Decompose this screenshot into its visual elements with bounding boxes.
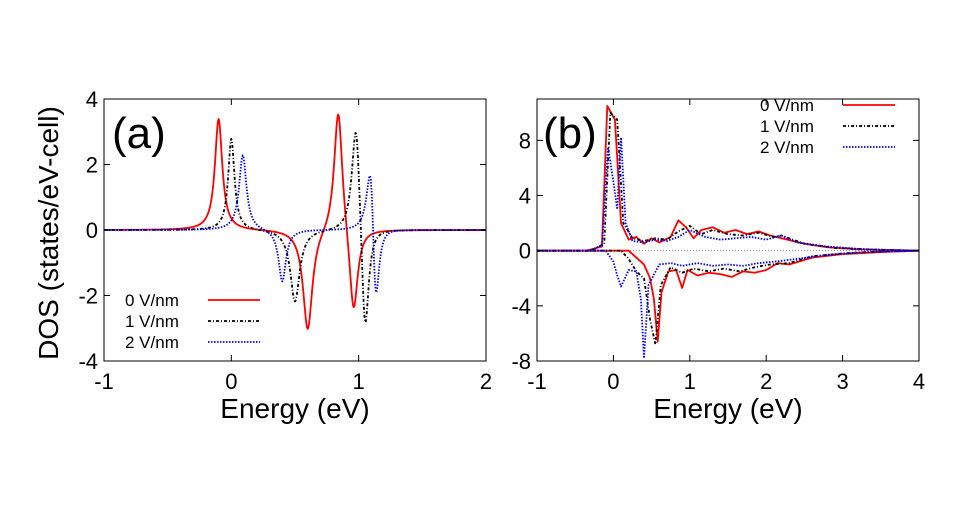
panel-b-y-tick-label: -4 (511, 294, 531, 319)
panel-b-chart: -1 0 1 2 3 4 -8 -4 0 4 8 (b) Energy (eV) 0 V/nm 1 V… (511, 96, 925, 424)
panel-b-x-axis-label: Energy (eV) (653, 393, 802, 424)
panel-b-series-2-down-line (537, 249, 920, 360)
panel-b-series-0-down-line (537, 249, 920, 343)
panel-b-legend-label: 1 V/nm (760, 117, 814, 136)
panel-b-x-tick-label: 1 (684, 369, 696, 394)
panel-b-series-1-up-line (537, 111, 920, 252)
panel-a-x-axis-label: Energy (eV) (220, 393, 369, 424)
panel-b-x-tick-label: 4 (913, 369, 925, 394)
panel-b-y-tick-label: 8 (519, 128, 531, 153)
panel-a-y-tick-label: -4 (78, 349, 98, 374)
panel-a-x-tick-label: 0 (225, 369, 237, 394)
panel-b-y-tick-label: -8 (511, 349, 531, 374)
panel-a-curves (103, 113, 487, 330)
panel-b-ticks: -1 0 1 2 3 4 -8 -4 0 4 8 (511, 99, 925, 394)
panel-b-x-tick-label: -1 (527, 369, 547, 394)
panel-b-y-tick-label: 0 (519, 239, 531, 264)
panel-b-series-1-down-line (537, 249, 920, 346)
panel-a-x-tick-label: -1 (94, 369, 114, 394)
panel-a-legend-label: 1 V/nm (125, 312, 179, 331)
panel-b-frame (536, 98, 920, 362)
y-axis-label: DOS (states/eV-cell) (33, 106, 64, 360)
panel-a-legend: 0 V/nm 1 V/nm 2 V/nm (125, 291, 260, 352)
panel-a-y-tick-label: 0 (86, 218, 98, 243)
panel-a-y-tick-label: 4 (86, 87, 98, 112)
panel-a-x-tick-label: 1 (353, 369, 365, 394)
panel-a-chart: -1 0 1 2 -4 -2 0 2 4 (a) Energy (eV) 0 V/nm 1 V/n… (78, 87, 492, 424)
panel-b-x-tick-label: 2 (760, 369, 772, 394)
panel-a-frame (103, 98, 487, 362)
panel-b-curves (537, 104, 920, 360)
panel-a-ticks: -1 0 1 2 -4 -2 0 2 4 (78, 87, 492, 394)
panel-b-x-tick-label: 0 (607, 369, 619, 394)
panel-b-label: (b) (543, 109, 597, 158)
panel-a-legend-label: 2 V/nm (125, 333, 179, 352)
panel-a-label: (a) (112, 109, 166, 158)
panel-a-x-tick-label: 2 (480, 369, 492, 394)
panel-a-y-tick-label: 2 (86, 153, 98, 178)
panel-a-legend-label: 0 V/nm (125, 291, 179, 310)
panel-b-legend: 0 V/nm 1 V/nm 2 V/nm (760, 96, 895, 157)
panel-b-x-tick-label: 3 (836, 369, 848, 394)
panel-a-series-1-line (103, 132, 487, 324)
panel-b-legend-label: 0 V/nm (760, 96, 814, 115)
panel-b-series-2-up-line (537, 136, 920, 252)
panel-b-y-tick-label: 4 (519, 184, 531, 209)
panel-b-legend-label: 2 V/nm (760, 138, 814, 157)
panel-a-y-tick-label: -2 (78, 284, 98, 309)
panel-a-series-2-line (103, 154, 487, 294)
